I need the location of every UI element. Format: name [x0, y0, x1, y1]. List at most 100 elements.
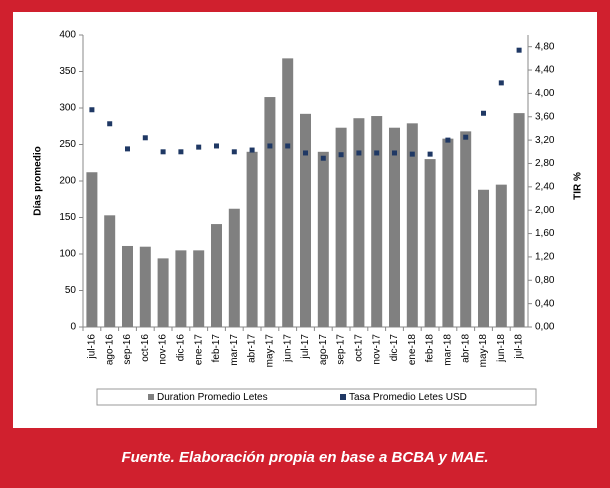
x-tick-label: ene-17: [193, 334, 204, 366]
bar: [86, 172, 98, 327]
bar: [389, 127, 400, 328]
x-tick-label: sep-16: [122, 334, 133, 365]
x-tick-label: may-18: [478, 334, 489, 368]
y2-tick-label: 3,60: [535, 111, 555, 122]
y2-tick-label: 3,20: [535, 135, 555, 146]
marker: [214, 143, 219, 149]
legend-box: [96, 388, 537, 406]
x-tick-label: ago-16: [104, 334, 115, 366]
x-tick-label: oct-17: [354, 334, 365, 362]
bar: [460, 131, 472, 327]
y-tick-label: 200: [59, 176, 76, 187]
y2-axis-title: TIR %: [573, 172, 584, 200]
marker: [178, 149, 184, 155]
bar: [335, 127, 347, 328]
marker: [427, 151, 433, 157]
y2-tick-label: 0,40: [535, 298, 555, 309]
y-tick-label: 350: [59, 66, 76, 77]
x-tick-label: jul-17: [300, 334, 311, 360]
bar: [495, 184, 507, 327]
bar: [353, 118, 365, 327]
x-tick-label: nov-16: [158, 334, 169, 365]
marker: [196, 144, 202, 150]
x-tick-label: abr-18: [460, 334, 471, 363]
y2-tick-label: 4,00: [535, 88, 555, 99]
marker: [445, 137, 451, 143]
legend-label: Duration Promedio Letes: [157, 392, 268, 403]
legend-label: Tasa Promedio Letes USD: [349, 392, 467, 403]
y-tick-label: 100: [59, 249, 76, 260]
marker: [356, 150, 362, 156]
marker: [392, 150, 397, 156]
y-axis-title: Días promedio: [33, 146, 44, 215]
marker: [160, 149, 166, 155]
bar: [317, 151, 329, 327]
legend-swatch: [340, 394, 346, 400]
x-tick-label: dic-16: [176, 334, 187, 362]
marker: [516, 47, 522, 53]
marker: [303, 150, 308, 156]
y2-tick-label: 2,40: [535, 181, 555, 192]
x-tick-label: may-17: [265, 334, 276, 368]
bar: [157, 258, 169, 327]
bar: [478, 189, 489, 327]
legend-swatch: [148, 394, 154, 400]
marker: [107, 121, 113, 127]
marker: [498, 80, 504, 86]
y-tick-label: 0: [70, 322, 76, 333]
y-tick-label: 400: [59, 30, 76, 41]
x-tick-label: dic-17: [389, 334, 400, 362]
bar: [246, 151, 258, 327]
x-tick-label: ene-18: [407, 334, 418, 366]
y-tick-label: 150: [59, 212, 76, 223]
x-tick-label: jul-16: [87, 334, 98, 360]
x-tick-label: oct-16: [140, 334, 151, 362]
y2-tick-label: 4,40: [535, 65, 555, 76]
bar: [424, 159, 436, 327]
x-tick-label: abr-17: [247, 334, 258, 363]
bar: [282, 58, 294, 328]
bar: [193, 250, 205, 327]
x-tick-label: mar-17: [229, 334, 240, 366]
bar: [175, 250, 187, 327]
bar: [513, 113, 525, 327]
bar: [406, 123, 418, 327]
x-tick-label: feb-18: [425, 334, 436, 363]
x-tick-label: jul-18: [514, 334, 525, 360]
marker: [285, 143, 291, 149]
marker: [231, 149, 237, 155]
marker: [267, 143, 273, 149]
bar: [211, 224, 222, 327]
bar: [139, 246, 151, 327]
x-tick-label: jun-18: [496, 334, 507, 363]
y2-tick-label: 0,00: [535, 322, 555, 333]
footer: Fuente. Elaboración propia en base a BCB…: [121, 449, 488, 466]
bar: [122, 245, 133, 327]
y2-tick-label: 2,00: [535, 205, 555, 216]
bar: [104, 215, 116, 327]
marker: [89, 107, 95, 113]
marker: [463, 134, 469, 140]
bar: [442, 138, 454, 327]
y2-tick-label: 4,80: [535, 41, 555, 52]
bar: [371, 116, 383, 327]
x-tick-label: ago-17: [318, 334, 329, 366]
y-tick-label: 300: [59, 103, 76, 114]
bar: [300, 113, 311, 327]
marker: [125, 146, 130, 152]
x-tick-label: jun-17: [282, 334, 293, 363]
y2-tick-label: 0,80: [535, 275, 555, 286]
y2-tick-label: 2,80: [535, 158, 555, 169]
y-tick-label: 50: [65, 285, 77, 296]
marker: [409, 151, 415, 157]
y2-tick-label: 1,20: [535, 252, 555, 263]
marker: [338, 152, 344, 158]
x-tick-label: mar-18: [443, 334, 454, 366]
y-tick-label: 250: [59, 139, 76, 150]
bar: [228, 208, 240, 327]
x-tick-label: sep-17: [336, 334, 347, 365]
x-tick-label: feb-17: [211, 334, 222, 363]
marker: [249, 147, 255, 153]
y2-tick-label: 1,60: [535, 228, 555, 239]
